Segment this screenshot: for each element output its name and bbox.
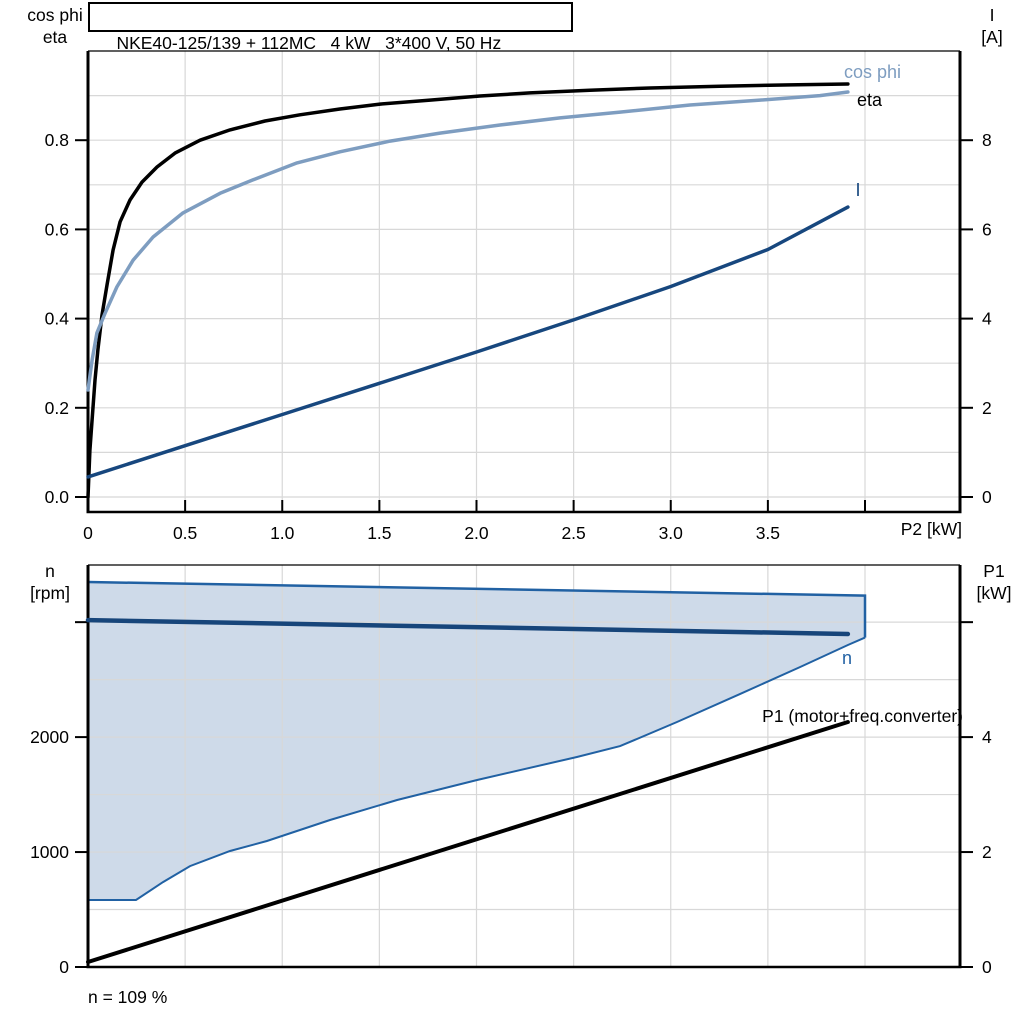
series-n [85, 617, 851, 637]
x-tick-label: 3.5 [756, 523, 780, 543]
curve-label-cos-phi: cos phi [844, 62, 901, 82]
top-left-axis-label: cos phi eta [10, 4, 100, 48]
speed-axis-label-line1: n [45, 561, 55, 581]
right-tick-label: 2 [982, 398, 992, 418]
right-axis-label-line2: [A] [981, 27, 1003, 47]
x-tick-label: 1.0 [270, 523, 295, 543]
left-tick-label: 1000 [30, 842, 69, 862]
series-i [86, 205, 850, 479]
left-tick-label: 0.4 [45, 309, 70, 329]
curve-label-n: n [842, 648, 852, 668]
series-eta [86, 82, 850, 499]
right-tick-label: 8 [982, 130, 992, 150]
right-axis-label-line1: I [989, 5, 995, 25]
x-tick-label: 3.0 [659, 523, 684, 543]
left-tick-label: 0.8 [45, 130, 69, 150]
speed-axis-label-line2: [rpm] [30, 583, 70, 603]
speed-control-range-upper-border [87, 580, 867, 638]
speed-control-range-lower-border [88, 636, 866, 901]
left-tick-label: 0.6 [45, 219, 69, 239]
x-tick-label: 0 [83, 523, 93, 543]
left-tick-label: 0.2 [45, 398, 69, 418]
right-tick-label: 2 [982, 842, 992, 862]
speed-percentage-note: n = 109 % [88, 987, 168, 1007]
left-axis-label-line1: cos phi [27, 5, 83, 25]
curve-label-i: I [855, 180, 860, 200]
right-tick-label: 4 [982, 727, 992, 747]
right-tick-label: 0 [982, 957, 992, 977]
series-p1-motor-freq-converter- [86, 720, 850, 964]
x-tick-label: 0.5 [173, 523, 197, 543]
left-tick-label: 0.0 [45, 487, 70, 507]
power-axis-label-line2: [kW] [976, 583, 1012, 603]
bottom-left-axis-label: n [rpm] [10, 560, 90, 604]
x-tick-label: 2.0 [464, 523, 489, 543]
curve-label-p1-motor-freq-converter-: P1 (motor+freq.converter) [762, 706, 963, 726]
chart-title: NKE40-125/139 + 112MC 4 kW 3*400 V, 50 H… [116, 33, 502, 53]
series-cos-phi [86, 90, 850, 392]
left-tick-label: 2000 [30, 727, 69, 747]
top-right-axis-label: I [A] [960, 4, 1024, 48]
x-tick-label: 1.5 [367, 523, 391, 543]
power-axis-label-line1: P1 [983, 561, 1005, 581]
left-tick-label: 0 [59, 957, 69, 977]
left-axis-label-line2: eta [42, 27, 68, 47]
right-tick-label: 0 [982, 487, 992, 507]
right-tick-label: 4 [982, 309, 992, 329]
right-tick-label: 6 [982, 219, 992, 239]
chart-title-box: NKE40-125/139 + 112MC 4 kW 3*400 V, 50 H… [88, 2, 573, 53]
x-tick-label: 2.5 [561, 523, 585, 543]
x-axis-label: P2 [kW] [900, 519, 962, 539]
bottom-right-axis-label: P1 [kW] [964, 560, 1024, 604]
curve-label-eta: eta [857, 90, 883, 110]
